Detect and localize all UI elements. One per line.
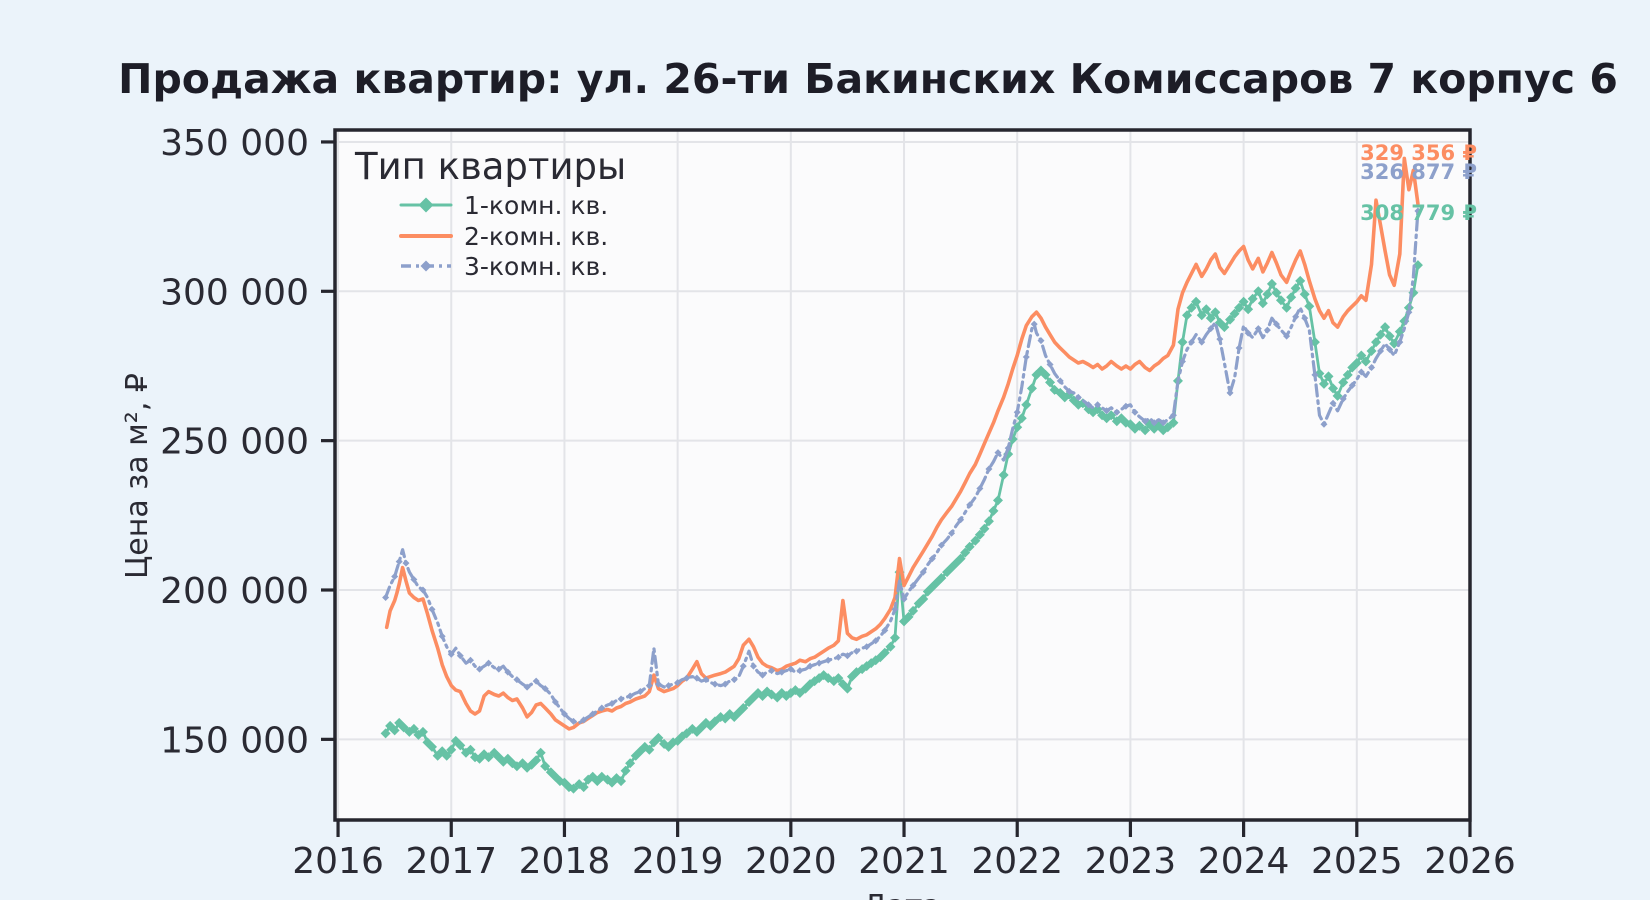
x-tick-label: 2022 [971, 841, 1063, 882]
series-3-комн-кв- [382, 207, 1422, 725]
x-tick-label: 2017 [405, 841, 497, 882]
x-tick-label: 2023 [1085, 841, 1177, 882]
legend-item-1-room: 1-комн. кв. [399, 191, 608, 220]
x-tick-label: 2019 [632, 841, 724, 882]
series-2-комн-кв- [384, 156, 1420, 731]
legend-diamond-marker-blue [420, 260, 432, 272]
x-tick-label: 2025 [1311, 841, 1403, 882]
legend-item-2-room: 2-комн. кв. [399, 222, 608, 251]
x-tick-label: 2020 [745, 841, 837, 882]
y-axis-label: Цена за м², ₽ [120, 373, 155, 579]
y-tick-label: 350 000 [160, 123, 309, 164]
y-tick-label: 250 000 [160, 422, 309, 463]
plot-frame [333, 128, 1472, 822]
final-price-2-room: 329 356 ₽ [1360, 141, 1477, 165]
legend-diamond-marker-green [418, 197, 434, 213]
y-tick-label: 200 000 [160, 571, 309, 612]
x-tick-label: 2024 [1198, 841, 1290, 882]
series-line [384, 209, 1420, 725]
y-tick-label: 150 000 [160, 720, 309, 761]
y-tick-label: 300 000 [160, 272, 309, 313]
final-price-annotations: 329 356 ₽ 326 877 ₽ 308 779 ₽ [1360, 141, 1477, 225]
final-price-1-room: 308 779 ₽ [1360, 201, 1477, 225]
x-tick-label: 2021 [858, 841, 950, 882]
legend-label-2-room: 2-комн. кв. [464, 222, 608, 251]
data-series [380, 156, 1423, 794]
legend-title: Тип квартиры [354, 145, 626, 188]
final-price-3-room: 326 877 ₽ [1360, 160, 1477, 184]
x-axis-label: Дата [863, 889, 941, 900]
legend-item-3-room: 3-комн. кв. [401, 252, 608, 281]
legend: Тип квартиры 1-комн. кв. 2-комн. кв. 3-к… [354, 145, 626, 281]
x-tick-label: 2018 [519, 841, 611, 882]
chart-title: Продажа квартир: ул. 26-ти Бакинских Ком… [118, 55, 1618, 103]
axes-area [335, 130, 1470, 820]
x-tick-label: 2016 [292, 841, 384, 882]
legend-label-1-room: 1-комн. кв. [464, 191, 608, 220]
legend-label-3-room: 3-комн. кв. [464, 252, 608, 281]
plot-background [335, 130, 1470, 820]
x-tick-label: 2026 [1424, 841, 1516, 882]
series-line [384, 156, 1420, 731]
series-1-комн-кв- [380, 260, 1423, 794]
axis-ticks: 2016 2017 2018 2019 2020 2021 2022 2023 2024 2025… [160, 123, 1516, 882]
